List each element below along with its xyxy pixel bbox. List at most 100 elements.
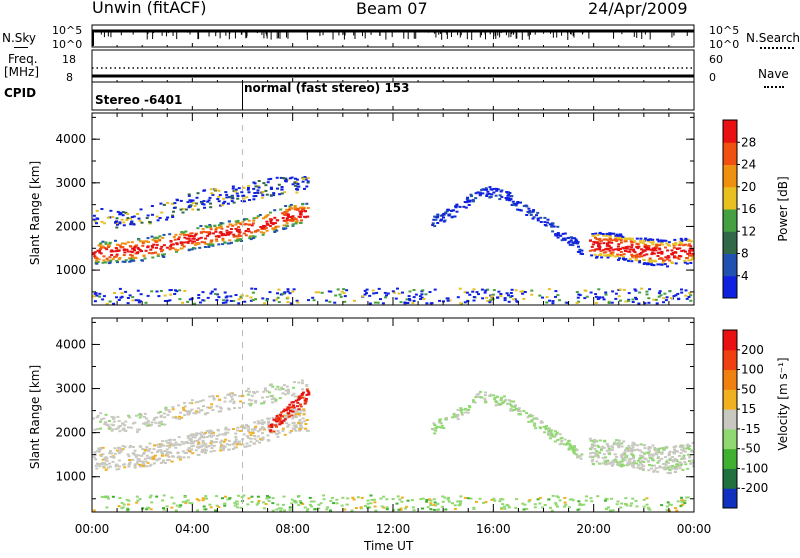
velocity-echo-upper (122, 427, 126, 430)
power-echo-evening (635, 259, 639, 262)
power-echo-upper (140, 221, 144, 224)
velocity-echo-evening (668, 450, 672, 453)
velocity-echo-ground (419, 498, 423, 501)
velocity-echo-evening (610, 448, 614, 451)
power-echo-midday (445, 210, 449, 213)
power-echo-upper (170, 202, 174, 205)
velocity-echo-evening (623, 455, 627, 458)
velocity-colorbar-swatch (723, 389, 737, 410)
power-echo-upper (279, 176, 283, 179)
velocity-echo-ground (354, 507, 358, 509)
power-echo-ground (412, 296, 416, 299)
velocity-echo-core (231, 448, 235, 450)
velocity-echo-ground (634, 499, 638, 502)
power-colorbar-tick-label: 4 (741, 269, 749, 283)
velocity-echo-evening (691, 441, 695, 444)
x-tick-label: 16:00 (476, 522, 511, 536)
velocity-echo-midday (436, 425, 440, 428)
velocity-colorbar-tick-label: -200 (741, 481, 768, 495)
power-echo-ground (446, 299, 450, 302)
velocity-echo-ground (237, 494, 240, 497)
power-echo-ground (292, 288, 296, 291)
velocity-echo-ground (290, 498, 294, 501)
velocity-echo-core (98, 465, 102, 468)
velocity-echo-core (256, 420, 260, 423)
velocity-echo-upper (144, 421, 148, 424)
velocity-echo-upper (139, 414, 143, 417)
power-echo-core (155, 240, 159, 243)
velocity-echo-evening (652, 464, 656, 467)
velocity-echo-ground (380, 505, 384, 508)
power-echo-core (150, 252, 154, 255)
power-echo-core (234, 220, 238, 223)
velocity-echo-core (155, 459, 159, 462)
velocity-frame (91, 317, 695, 513)
power-echo-midday (431, 224, 435, 226)
velocity-echo-core (141, 453, 145, 456)
power-echo-core (168, 233, 172, 236)
power-echo-core (162, 244, 166, 247)
power-echo-ground (159, 290, 163, 292)
velocity-echo-midday (507, 399, 511, 402)
power-echo-evening (689, 259, 693, 262)
velocity-echo-core (205, 449, 208, 452)
velocity-echo-core (218, 433, 222, 436)
power-echo-evening (660, 252, 664, 255)
velocity-echo-core (149, 457, 153, 460)
velocity-echo-evening (632, 460, 636, 462)
power-echo-evening (668, 259, 672, 262)
velocity-echo-core (170, 460, 174, 463)
velocity-echo-ground (666, 501, 670, 504)
velocity-echo-upper (158, 421, 162, 424)
velocity-colorbar-tick-label: 100 (741, 363, 764, 377)
power-echo-ground (289, 302, 293, 305)
velocity-echo-core (259, 438, 263, 441)
velocity-echo-evening (608, 453, 612, 456)
velocity-echo-evening (674, 470, 678, 473)
velocity-echo-evening (611, 463, 615, 466)
power-echo-midday (539, 216, 543, 219)
power-echo-core (156, 236, 160, 239)
velocity-echo-ground (536, 498, 540, 501)
velocity-echo-ground (359, 507, 363, 510)
velocity-echo-core (131, 452, 135, 455)
velocity-echo-midday (459, 407, 463, 410)
power-echo-upper (181, 211, 185, 214)
power-echo-evening (635, 253, 639, 256)
power-echo-midday (492, 191, 496, 194)
velocity-echo-midday (477, 395, 481, 398)
velocity-echo-midday (530, 419, 534, 422)
velocity-echo-core (171, 444, 175, 447)
power-echo-ground (601, 296, 605, 299)
velocity-echo-midday (534, 417, 538, 419)
power-echo-midday (488, 195, 492, 198)
velocity-echo-ground (680, 499, 684, 502)
power-echo-evening (691, 256, 695, 259)
velocity-echo-evening (621, 460, 625, 463)
velocity-echo-evening (641, 468, 645, 470)
power-echo-evening (667, 256, 671, 259)
velocity-echo-core (131, 458, 135, 461)
power-echo-midday (551, 230, 555, 233)
beam-title: Beam 07 (356, 0, 428, 18)
velocity-echo-evening (623, 453, 627, 456)
power-echo-ground (112, 302, 116, 305)
power-echo-evening (688, 252, 692, 255)
power-echo-ground (188, 298, 192, 301)
velocity-echo-ground (322, 498, 326, 501)
velocity-echo-core (261, 423, 265, 426)
power-echo-upper (284, 179, 288, 182)
power-echo-ground (503, 297, 507, 300)
power-echo-evening (678, 240, 682, 243)
velocity-echo-upper (136, 428, 140, 431)
velocity-echo-evening (678, 445, 682, 448)
power-echo-midday (536, 217, 540, 220)
velocity-echo-ground (615, 503, 619, 506)
velocity-echo-ground (459, 500, 463, 503)
velocity-echo-midday (509, 409, 513, 412)
velocity-echo-core (205, 446, 209, 449)
velocity-echo-ground (290, 502, 294, 505)
velocity-echo-ground (256, 501, 260, 504)
velocity-echo-evening (639, 443, 643, 446)
